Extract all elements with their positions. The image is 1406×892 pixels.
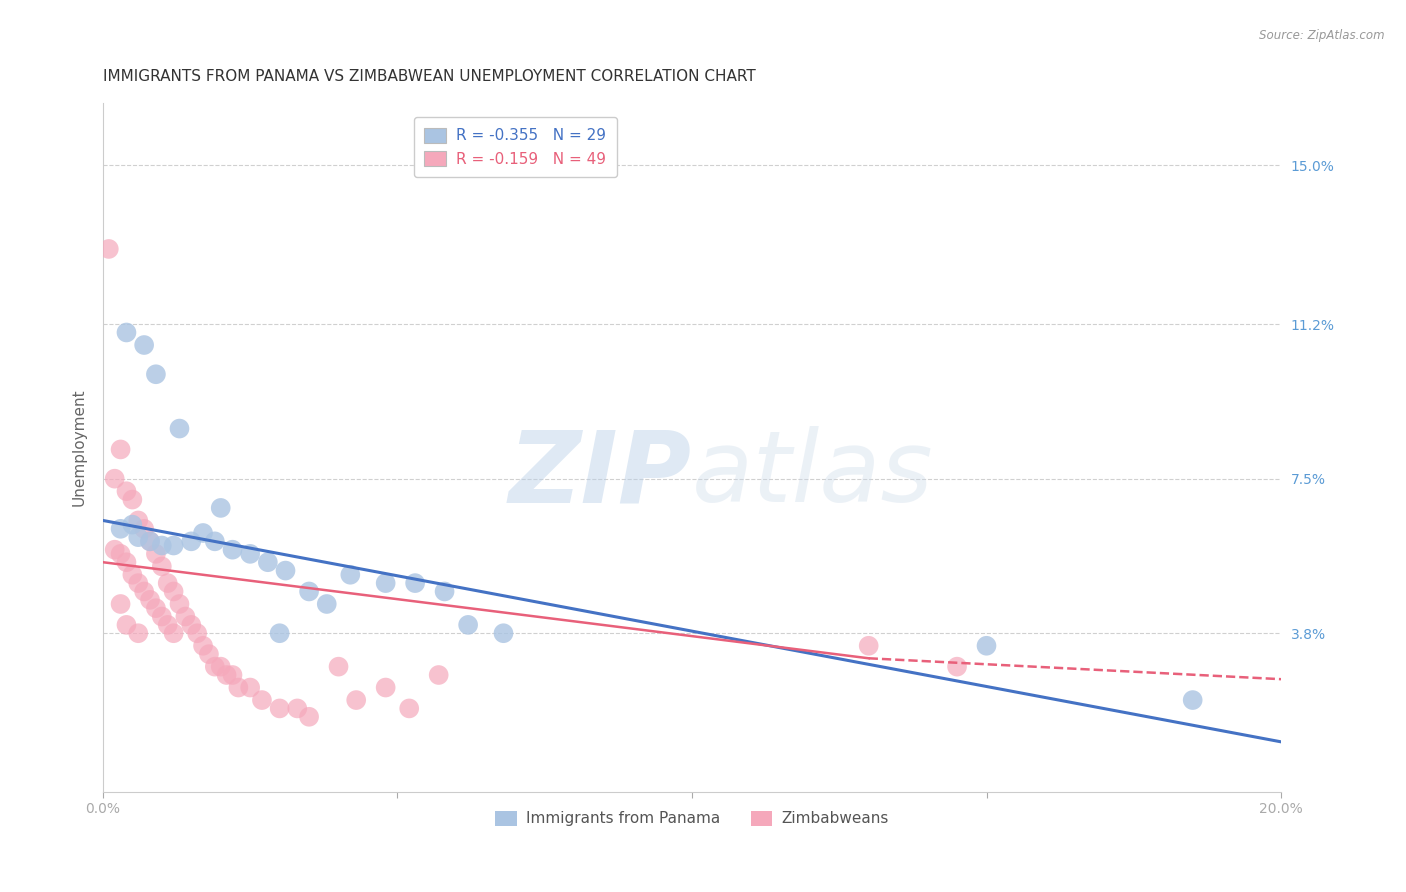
Point: [228, 681, 250, 695]
Point: [344, 693, 367, 707]
Point: [204, 534, 226, 549]
Point: [269, 626, 291, 640]
Point: [97, 242, 120, 256]
Point: [145, 547, 167, 561]
Point: [127, 576, 149, 591]
Point: [285, 701, 308, 715]
Point: [221, 668, 243, 682]
Point: [298, 710, 321, 724]
Point: [156, 618, 179, 632]
Point: [145, 601, 167, 615]
Point: [298, 584, 321, 599]
Point: [946, 659, 969, 673]
Point: [110, 442, 132, 457]
Point: [134, 522, 156, 536]
Point: [204, 659, 226, 673]
Point: [156, 576, 179, 591]
Point: [180, 618, 202, 632]
Point: [274, 564, 297, 578]
Point: [121, 567, 143, 582]
Point: [404, 576, 426, 591]
Point: [315, 597, 337, 611]
Point: [191, 639, 214, 653]
Point: [150, 539, 173, 553]
Point: [269, 701, 291, 715]
Point: [339, 567, 361, 582]
Point: [139, 592, 162, 607]
Point: [427, 668, 450, 682]
Point: [127, 530, 149, 544]
Text: atlas: atlas: [692, 426, 934, 524]
Point: [127, 626, 149, 640]
Point: [976, 639, 998, 653]
Point: [115, 618, 138, 632]
Point: [209, 500, 232, 515]
Point: [858, 639, 880, 653]
Point: [492, 626, 515, 640]
Y-axis label: Unemployment: Unemployment: [72, 389, 86, 506]
Point: [250, 693, 273, 707]
Point: [457, 618, 479, 632]
Point: [139, 534, 162, 549]
Point: [110, 522, 132, 536]
Point: [198, 647, 221, 661]
Legend: Immigrants from Panama, Zimbabweans: Immigrants from Panama, Zimbabweans: [489, 805, 894, 832]
Point: [169, 421, 191, 435]
Point: [239, 681, 262, 695]
Point: [398, 701, 420, 715]
Point: [328, 659, 350, 673]
Point: [186, 626, 208, 640]
Point: [215, 668, 238, 682]
Point: [169, 597, 191, 611]
Point: [110, 547, 132, 561]
Point: [104, 542, 127, 557]
Point: [162, 584, 184, 599]
Point: [1181, 693, 1204, 707]
Point: [257, 555, 280, 569]
Point: [374, 576, 396, 591]
Text: Source: ZipAtlas.com: Source: ZipAtlas.com: [1260, 29, 1385, 42]
Point: [134, 338, 156, 352]
Point: [433, 584, 456, 599]
Point: [139, 534, 162, 549]
Point: [115, 326, 138, 340]
Point: [162, 626, 184, 640]
Point: [121, 517, 143, 532]
Point: [121, 492, 143, 507]
Point: [110, 597, 132, 611]
Point: [150, 609, 173, 624]
Point: [191, 526, 214, 541]
Point: [209, 659, 232, 673]
Point: [150, 559, 173, 574]
Text: IMMIGRANTS FROM PANAMA VS ZIMBABWEAN UNEMPLOYMENT CORRELATION CHART: IMMIGRANTS FROM PANAMA VS ZIMBABWEAN UNE…: [103, 69, 755, 84]
Point: [174, 609, 197, 624]
Point: [134, 584, 156, 599]
Point: [239, 547, 262, 561]
Point: [127, 513, 149, 527]
Point: [180, 534, 202, 549]
Text: ZIP: ZIP: [509, 426, 692, 524]
Point: [221, 542, 243, 557]
Point: [162, 539, 184, 553]
Point: [115, 484, 138, 499]
Point: [145, 368, 167, 382]
Point: [374, 681, 396, 695]
Point: [115, 555, 138, 569]
Point: [104, 472, 127, 486]
